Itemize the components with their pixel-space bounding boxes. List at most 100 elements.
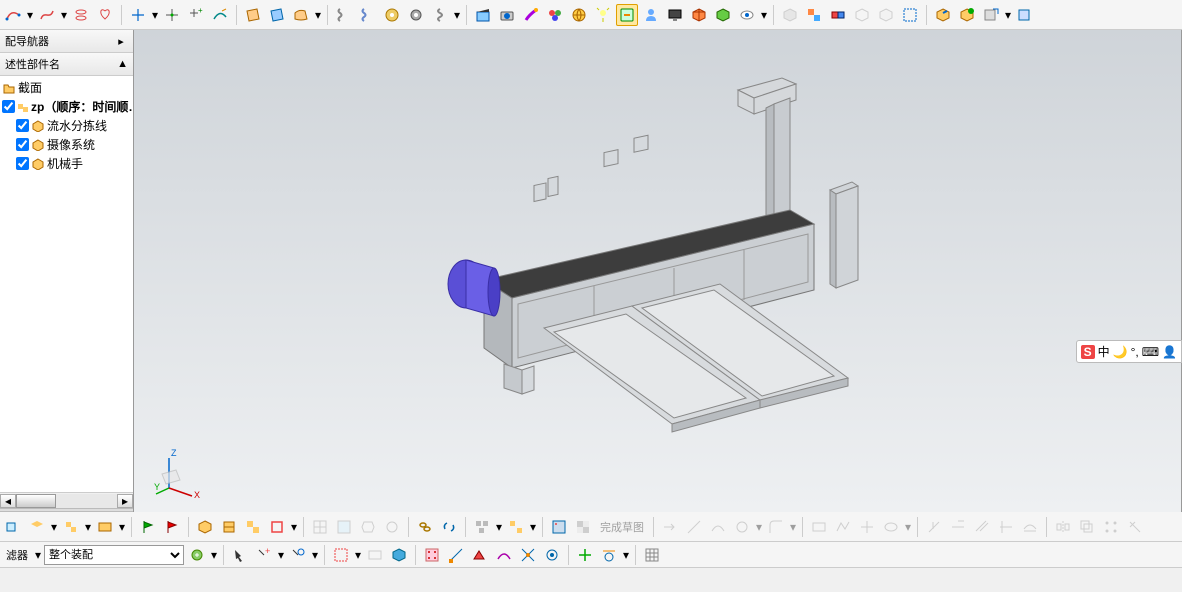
panel-resizer[interactable] bbox=[0, 508, 133, 512]
spline-tool-icon[interactable] bbox=[36, 4, 58, 26]
pattern-icon[interactable] bbox=[1100, 516, 1122, 538]
deselect-icon[interactable] bbox=[287, 544, 309, 566]
light-icon[interactable] bbox=[592, 4, 614, 26]
dropdown-icon[interactable]: ▾ bbox=[151, 8, 159, 22]
dropdown-icon[interactable]: ▾ bbox=[118, 520, 126, 534]
dropdown-icon[interactable]: ▾ bbox=[755, 520, 763, 534]
surface-1-icon[interactable] bbox=[242, 4, 264, 26]
part-op-2-icon[interactable] bbox=[218, 516, 240, 538]
node-checkbox[interactable] bbox=[16, 119, 29, 132]
scroll-left-icon[interactable]: ◂ bbox=[0, 494, 16, 508]
chain-icon[interactable] bbox=[414, 516, 436, 538]
viewport-3d[interactable]: Z Y X bbox=[134, 30, 1182, 512]
assembly-filter-combo[interactable]: 整个装配 bbox=[44, 545, 184, 565]
user-icon[interactable] bbox=[640, 4, 662, 26]
tree-scrollbar[interactable]: ◂ ▸ bbox=[0, 492, 133, 508]
curve-edit-icon[interactable] bbox=[209, 4, 231, 26]
color-balls-icon[interactable] bbox=[544, 4, 566, 26]
snap-int-icon[interactable] bbox=[517, 544, 539, 566]
dropdown-icon[interactable]: ▾ bbox=[84, 520, 92, 534]
grid-4-icon[interactable] bbox=[381, 516, 403, 538]
arc-heart-icon[interactable] bbox=[94, 4, 116, 26]
spring-3-icon[interactable] bbox=[429, 4, 451, 26]
arrow-tool-icon[interactable] bbox=[229, 544, 251, 566]
circle-icon[interactable] bbox=[731, 516, 753, 538]
part-op-1-icon[interactable] bbox=[194, 516, 216, 538]
ime-user-icon[interactable]: 👤 bbox=[1162, 345, 1177, 359]
trim1-icon[interactable] bbox=[923, 516, 945, 538]
dropdown-icon[interactable]: ▾ bbox=[26, 8, 34, 22]
red-flag-icon[interactable] bbox=[161, 516, 183, 538]
box-dis-icon[interactable] bbox=[779, 4, 801, 26]
gear-icon[interactable] bbox=[405, 4, 427, 26]
point-plus-icon[interactable]: + bbox=[185, 4, 207, 26]
snap-grid-icon[interactable] bbox=[421, 544, 443, 566]
brush-icon[interactable] bbox=[520, 4, 542, 26]
node-checkbox[interactable] bbox=[2, 100, 15, 113]
dropdown-icon[interactable]: ▾ bbox=[314, 8, 322, 22]
point-sk-icon[interactable] bbox=[856, 516, 878, 538]
curve-tool-icon[interactable] bbox=[2, 4, 24, 26]
obj-arrow-icon[interactable] bbox=[659, 516, 681, 538]
filter-dropdown-icon[interactable]: ▾ bbox=[34, 548, 42, 562]
scroll-thumb[interactable] bbox=[16, 494, 56, 508]
point-icon[interactable] bbox=[161, 4, 183, 26]
sketch-panel-icon[interactable] bbox=[548, 516, 570, 538]
ime-toolbar[interactable]: S 中 🌙 °, ⌨ 👤 bbox=[1076, 340, 1182, 363]
grid-1-icon[interactable] bbox=[309, 516, 331, 538]
dropdown-icon[interactable]: ▾ bbox=[529, 520, 537, 534]
snap-curve-icon[interactable] bbox=[493, 544, 515, 566]
node-checkbox[interactable] bbox=[16, 138, 29, 151]
assembly-2-icon[interactable] bbox=[827, 4, 849, 26]
spring-1-icon[interactable] bbox=[333, 4, 355, 26]
dropdown-icon[interactable]: ▾ bbox=[760, 8, 768, 22]
select-box-icon[interactable] bbox=[899, 4, 921, 26]
green-flag-icon[interactable] bbox=[137, 516, 159, 538]
arc-icon[interactable] bbox=[707, 516, 729, 538]
boxes-1-icon[interactable] bbox=[471, 516, 493, 538]
dropdown-icon[interactable]: ▾ bbox=[789, 520, 797, 534]
snap-end-icon[interactable] bbox=[445, 544, 467, 566]
grid-3-icon[interactable] bbox=[357, 516, 379, 538]
export-4-icon[interactable] bbox=[1014, 4, 1036, 26]
cube-color-icon[interactable] bbox=[688, 4, 710, 26]
monitor-icon[interactable] bbox=[664, 4, 686, 26]
snap-ctr-icon[interactable] bbox=[541, 544, 563, 566]
dropdown-icon[interactable]: ▾ bbox=[622, 548, 630, 562]
export-2-icon[interactable] bbox=[956, 4, 978, 26]
ime-keyboard-icon[interactable]: ⌨ bbox=[1142, 345, 1159, 359]
filter-go-icon[interactable] bbox=[186, 544, 208, 566]
dropdown-icon[interactable]: ▾ bbox=[495, 520, 503, 534]
dropdown-icon[interactable]: ▾ bbox=[290, 520, 298, 534]
clapper-icon[interactable] bbox=[472, 4, 494, 26]
offset-icon[interactable] bbox=[1076, 516, 1098, 538]
tree-node-child[interactable]: 机械手 bbox=[0, 154, 133, 173]
trim3-icon[interactable] bbox=[971, 516, 993, 538]
camera-icon[interactable] bbox=[496, 4, 518, 26]
dropdown-icon[interactable]: ▾ bbox=[453, 8, 461, 22]
column-header[interactable]: 述性部件名 ▲ bbox=[0, 53, 133, 76]
dropdown-icon[interactable]: ▾ bbox=[354, 548, 362, 562]
snap-mid-icon[interactable] bbox=[469, 544, 491, 566]
view-triad[interactable]: Z Y X bbox=[154, 438, 204, 498]
select-plus-icon[interactable]: + bbox=[253, 544, 275, 566]
trim4-icon[interactable] bbox=[995, 516, 1017, 538]
globe-icon[interactable] bbox=[568, 4, 590, 26]
line-icon[interactable] bbox=[683, 516, 705, 538]
rect-icon[interactable] bbox=[808, 516, 830, 538]
dropdown-icon[interactable]: ▾ bbox=[904, 520, 912, 534]
boxes-2-icon[interactable] bbox=[505, 516, 527, 538]
polyline-icon[interactable] bbox=[832, 516, 854, 538]
snap-tan-icon[interactable] bbox=[598, 544, 620, 566]
shade-cube-icon[interactable] bbox=[388, 544, 410, 566]
assy-tool-1-icon[interactable] bbox=[2, 516, 24, 538]
export-1-icon[interactable] bbox=[932, 4, 954, 26]
part-op-3-icon[interactable] bbox=[242, 516, 264, 538]
fence-icon[interactable] bbox=[364, 544, 386, 566]
dropdown-icon[interactable]: ▾ bbox=[311, 548, 319, 562]
trim2-icon[interactable] bbox=[947, 516, 969, 538]
const-icon[interactable] bbox=[1124, 516, 1146, 538]
snap-plus-icon[interactable] bbox=[574, 544, 596, 566]
mirror-icon[interactable] bbox=[1052, 516, 1074, 538]
spring-2-icon[interactable] bbox=[357, 4, 379, 26]
